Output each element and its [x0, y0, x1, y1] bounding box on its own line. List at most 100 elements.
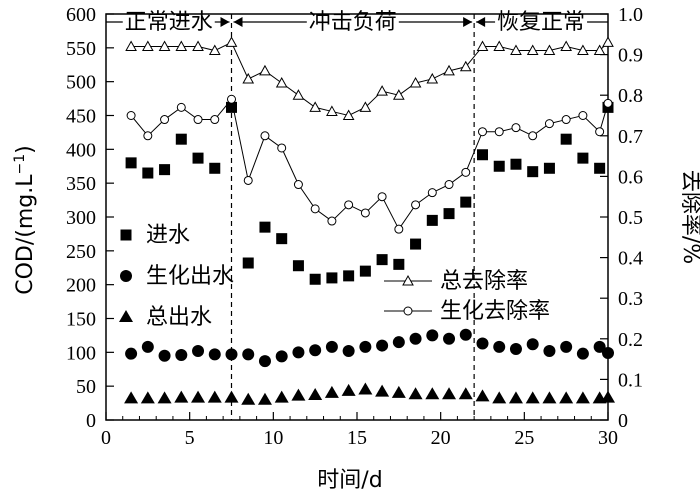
data-point-open-triangle-line [242, 72, 255, 84]
y-left-tick-label: 200 [66, 275, 96, 297]
data-point-circle [392, 336, 405, 349]
data-point-open-circle-line [293, 180, 303, 190]
data-point-triangle [442, 387, 457, 400]
data-point-open-circle-line [478, 127, 487, 137]
data-point-square [192, 152, 204, 164]
data-point-circle [602, 347, 614, 360]
data-point-open-circle-line [143, 131, 153, 141]
data-point-open-triangle-line [309, 101, 322, 112]
y-left-tick-label: 600 [66, 4, 96, 26]
data-point-square [376, 254, 388, 266]
data-point-open-triangle-line [342, 109, 355, 120]
data-point-open-circle-line [344, 200, 354, 210]
x-tick-label: 5 [185, 427, 195, 449]
data-point-open-circle-line [394, 224, 404, 234]
data-point-open-circle-line [461, 167, 471, 177]
data-point-circle [258, 355, 271, 368]
y-left-tick-label: 0 [86, 410, 96, 432]
phase-arrowhead [476, 17, 486, 27]
data-point-triangle [358, 382, 373, 395]
data-point-circle [443, 332, 456, 345]
data-point-open-circle-line [310, 204, 320, 214]
data-point-circle [225, 348, 238, 361]
data-point-open-circle-line [561, 115, 571, 125]
data-point-triangle [508, 391, 523, 404]
data-point-square [460, 196, 472, 208]
data-point-square [426, 214, 438, 226]
phase-label: 正常进水 [125, 10, 213, 35]
y-left-tick-label: 450 [66, 106, 96, 128]
data-point-circle [275, 350, 288, 363]
data-point-triangle [408, 387, 423, 400]
data-point-circle [560, 340, 573, 353]
y-right-tick-label: 0.9 [618, 45, 643, 67]
data-point-open-circle-line [160, 115, 170, 125]
data-point-open-triangle-line [125, 40, 137, 51]
y-axis-right-title: 去除率/% [678, 170, 700, 264]
data-point-open-triangle-line [225, 36, 238, 47]
data-point-open-triangle-line [326, 105, 338, 116]
data-point-triangle [124, 391, 139, 404]
data-point-circle [325, 340, 338, 353]
data-point-square [527, 166, 539, 178]
data-point-open-circle-line [360, 208, 370, 218]
data-point-triangle [224, 390, 239, 403]
data-point-square [393, 258, 405, 270]
data-point-square [175, 133, 187, 145]
phase-annotations: 正常进水 冲击负荷 恢复正常 [106, 10, 608, 420]
data-point-open-circle-line [327, 216, 337, 226]
data-point-square [226, 101, 237, 113]
data-point-open-circle-line [227, 94, 236, 104]
data-point-open-circle-line [411, 200, 421, 210]
data-point-triangle [257, 392, 272, 405]
data-point-square [443, 208, 455, 220]
data-point-square [242, 257, 254, 269]
data-point-square [276, 233, 288, 245]
y-right-tick-label: 0.3 [618, 288, 643, 310]
y-right-tick-label: 0.2 [618, 329, 643, 351]
data-point-open-circle-line [243, 175, 253, 185]
y-right-tick-label: 0.4 [618, 248, 643, 270]
y-right-tick-label: 0.7 [618, 126, 643, 148]
data-point-open-triangle-line [392, 89, 405, 100]
data-point-triangle [241, 392, 256, 405]
data-point-square [560, 133, 572, 145]
data-point-triangle [391, 385, 406, 398]
data-point-square [125, 157, 137, 169]
data-point-circle [141, 340, 154, 353]
y-axis-left-title: COD/(mg.L−1) [12, 145, 38, 295]
data-point-square [410, 238, 422, 250]
data-point-open-triangle-line [526, 44, 539, 56]
data-point-square [577, 152, 589, 164]
phase-label: 恢复正常 [497, 10, 585, 35]
data-point-open-triangle-line [577, 44, 589, 56]
data-point-open-circle-line [210, 115, 220, 125]
x-tick-label: 15 [347, 427, 367, 449]
y-right-tick-label: 0.8 [618, 85, 643, 107]
data-point-open-triangle-line [476, 40, 489, 51]
data-point-square [343, 270, 355, 282]
y-left-tick-label: 50 [76, 376, 96, 398]
data-point-circle [242, 348, 255, 361]
y-right-tick-label: 0.6 [618, 166, 643, 188]
y-left-tick-label: 550 [66, 38, 96, 60]
data-point-open-triangle-line [543, 44, 556, 56]
data-point-open-circle-line [260, 131, 270, 141]
data-point-triangle [191, 390, 206, 403]
data-point-open-circle-line [176, 102, 186, 112]
data-point-open-circle-line [193, 115, 203, 125]
data-point-triangle [174, 390, 189, 403]
data-point-circle [125, 347, 138, 360]
data-point-triangle [425, 387, 440, 400]
data-point-open-triangle-line [208, 44, 221, 56]
phase-arrowhead [463, 17, 473, 27]
data-point-triangle [140, 391, 155, 404]
data-point-open-circle-line [277, 143, 287, 153]
data-point-square [510, 158, 522, 170]
x-tick-label: 0 [101, 427, 111, 449]
legend-marker-open-triangle-line [402, 274, 414, 286]
data-point-triangle [207, 390, 222, 403]
data-point-circle [426, 329, 439, 342]
data-point-open-triangle-line [560, 40, 573, 51]
